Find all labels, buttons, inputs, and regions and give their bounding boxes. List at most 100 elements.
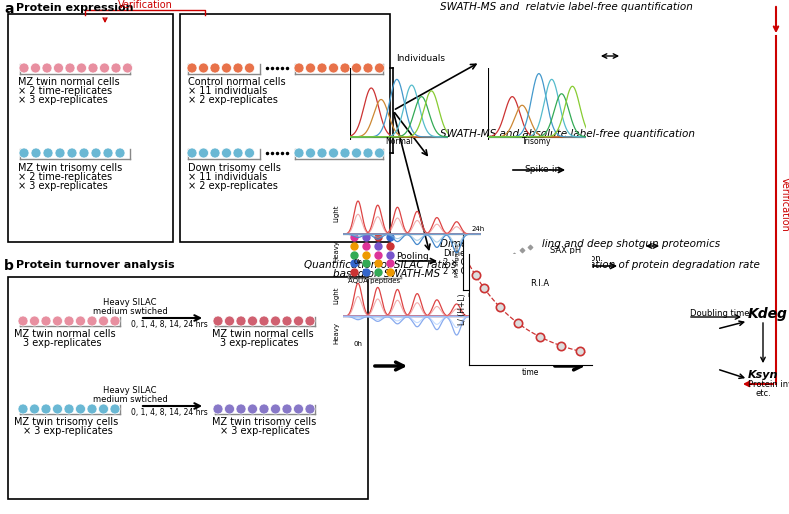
Circle shape [64,404,74,414]
Circle shape [225,316,234,326]
Circle shape [340,63,350,73]
Circle shape [187,63,197,73]
Circle shape [99,316,109,326]
Text: Dimetylation: Dimetylation [443,249,497,258]
Ellipse shape [556,260,586,268]
Text: Protein expression: Protein expression [16,3,133,13]
Text: × 11 individuals: × 11 individuals [188,172,267,182]
Circle shape [99,404,109,414]
Text: AQUA peptides: AQUA peptides [349,278,401,284]
Circle shape [199,63,208,73]
Text: fractionation: fractionation [548,254,602,263]
Text: MZ twin normal cells: MZ twin normal cells [18,77,120,87]
Circle shape [271,316,281,326]
Text: 0, 1, 4, 8, 14, 24 hrs: 0, 1, 4, 8, 14, 24 hrs [131,320,208,329]
Y-axis label: L/ (H+L): L/ (H+L) [458,294,466,325]
Bar [513,306,515,355]
Text: a: a [4,2,13,16]
Circle shape [31,148,41,158]
Circle shape [245,63,255,73]
Circle shape [328,148,338,158]
Text: SAX pH: SAX pH [550,246,581,255]
Text: Individuals: Individuals [396,54,445,63]
Circle shape [18,316,28,326]
Text: 3 exp-replicates: 3 exp-replicates [220,338,298,348]
Circle shape [31,63,40,73]
Text: × 3 exp-replicates: × 3 exp-replicates [220,426,310,436]
Text: 3 exp-replicates: 3 exp-replicates [23,338,102,348]
Circle shape [55,148,65,158]
Circle shape [305,148,316,158]
Circle shape [233,63,243,73]
Circle shape [352,63,361,73]
Text: Dimethylation labelling and deep shotgun proteomics: Dimethylation labelling and deep shotgun… [440,239,720,249]
Circle shape [245,148,255,158]
Circle shape [76,404,85,414]
Circle shape [53,316,62,326]
Text: × 11 individuals: × 11 individuals [188,86,267,96]
Point [508,251,521,259]
Bar [8,277,368,499]
Bar [8,14,173,242]
Circle shape [76,316,85,326]
Text: Kdeg: Kdeg [748,307,788,321]
Circle shape [282,404,292,414]
Text: Caculation of protein degradation rate: Caculation of protein degradation rate [560,260,760,270]
Text: × 3 exp-replicates: × 3 exp-replicates [18,181,108,191]
Bar [534,332,537,355]
Circle shape [99,63,110,73]
Text: Down trisomy cells: Down trisomy cells [188,163,281,173]
Circle shape [222,148,231,158]
Circle shape [79,148,89,158]
Circle shape [213,404,223,414]
Text: medium swtiched: medium swtiched [92,395,167,404]
Circle shape [305,404,315,414]
Circle shape [294,148,304,158]
Text: 2 × CHD2: 2 × CHD2 [443,267,484,276]
Circle shape [271,404,281,414]
Y-axis label: MS signals: MS signals [455,244,460,278]
Circle shape [305,316,315,326]
Circle shape [110,404,120,414]
Text: MZ twin trisomy cells: MZ twin trisomy cells [14,417,118,427]
Bar [180,14,390,242]
Circle shape [317,148,327,158]
Circle shape [222,63,231,73]
Circle shape [41,404,51,414]
Text: Normal: Normal [523,347,543,361]
Circle shape [88,63,98,73]
Text: MZ twin trisomy cells: MZ twin trisomy cells [212,417,316,427]
X-axis label: Protein copies per cell: Protein copies per cell [468,293,537,298]
Circle shape [375,63,384,73]
Circle shape [111,63,121,73]
Text: SWATH-MS and absolute label-free quantification: SWATH-MS and absolute label-free quantif… [440,129,695,139]
Circle shape [29,404,39,414]
Text: Trisomy: Trisomy [522,137,552,146]
Point [492,260,505,268]
Text: 24h: 24h [471,226,484,232]
Circle shape [363,148,373,158]
Circle shape [64,316,74,326]
Circle shape [87,316,97,326]
Text: Control normal cells: Control normal cells [188,77,286,87]
Text: Heavy SILAC: Heavy SILAC [103,386,157,395]
Circle shape [233,148,243,158]
Circle shape [29,316,39,326]
Text: 0, 1, 4, 8, 14, 24 hrs: 0, 1, 4, 8, 14, 24 hrs [131,408,208,417]
Text: Doubling time: Doubling time [690,309,750,318]
Text: Verification: Verification [780,177,789,231]
Text: b: b [4,259,14,273]
Text: Spike-in: Spike-in [524,165,560,174]
Circle shape [294,404,304,414]
Circle shape [352,148,361,158]
Text: based on SWATH-MS: based on SWATH-MS [320,269,440,279]
Ellipse shape [556,272,586,280]
Circle shape [67,148,77,158]
Text: Quantification of SILAC ratios: Quantification of SILAC ratios [304,260,456,270]
Text: Normal: Normal [385,137,413,146]
Circle shape [317,63,327,73]
Circle shape [259,316,269,326]
Circle shape [236,404,246,414]
Bar [529,337,532,355]
Text: Ksyn: Ksyn [748,370,779,380]
